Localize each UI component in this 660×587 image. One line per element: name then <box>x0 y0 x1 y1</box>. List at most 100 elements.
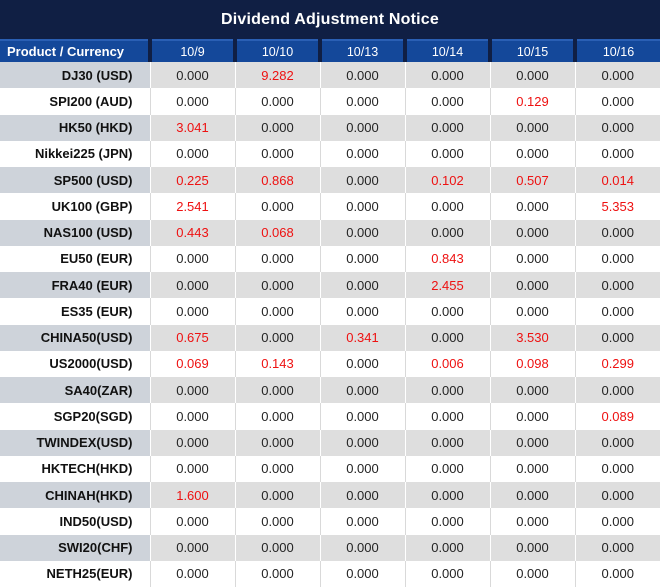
value-cell: 0.000 <box>319 298 405 325</box>
value-cell: 0.000 <box>319 403 405 430</box>
value-cell: 0.000 <box>404 88 490 115</box>
table-row: UK100 (GBP) 2.541 0.000 0.000 0.000 0.00… <box>0 193 660 220</box>
value-cell: 0.000 <box>489 140 575 167</box>
value-cell: 0.000 <box>319 482 405 509</box>
product-cell: HK50 (HKD) <box>0 114 150 141</box>
value-cell: 0.000 <box>489 245 575 272</box>
value-cell: 0.443 <box>149 219 235 246</box>
value-cell: 0.000 <box>574 62 660 89</box>
product-cell: SA40(ZAR) <box>0 377 150 404</box>
value-cell: 0.000 <box>574 508 660 535</box>
value-cell: 0.000 <box>149 272 235 299</box>
table-row: SA40(ZAR) 0.000 0.000 0.000 0.000 0.000 … <box>0 377 660 404</box>
value-cell: 0.868 <box>234 167 320 194</box>
table-row: EU50 (EUR) 0.000 0.000 0.000 0.843 0.000… <box>0 245 660 272</box>
value-cell: 0.000 <box>319 560 405 587</box>
value-cell: 0.000 <box>574 482 660 509</box>
value-cell: 9.282 <box>234 62 320 89</box>
product-cell: EU50 (EUR) <box>0 245 150 272</box>
value-cell: 0.000 <box>149 298 235 325</box>
dividend-table: Product / Currency 10/9 10/10 10/13 10/1… <box>0 39 660 587</box>
value-cell: 0.843 <box>404 245 490 272</box>
value-cell: 0.000 <box>149 140 235 167</box>
product-cell: HKTECH(HKD) <box>0 455 150 482</box>
value-cell: 0.000 <box>319 455 405 482</box>
product-cell: IND50(USD) <box>0 508 150 535</box>
table-row: NETH25(EUR) 0.000 0.000 0.000 0.000 0.00… <box>0 560 660 587</box>
table-row: SPI200 (AUD) 0.000 0.000 0.000 0.000 0.1… <box>0 88 660 115</box>
value-cell: 0.675 <box>149 324 235 351</box>
value-cell: 0.000 <box>404 324 490 351</box>
value-cell: 0.000 <box>234 140 320 167</box>
value-cell: 0.000 <box>149 534 235 561</box>
product-cell: CHINA50(USD) <box>0 324 150 351</box>
value-cell: 0.000 <box>149 429 235 456</box>
value-cell: 3.041 <box>149 114 235 141</box>
value-cell: 0.000 <box>319 245 405 272</box>
value-cell: 0.000 <box>574 377 660 404</box>
value-cell: 2.541 <box>149 193 235 220</box>
value-cell: 0.000 <box>574 560 660 587</box>
value-cell: 0.000 <box>489 298 575 325</box>
value-cell: 0.000 <box>404 534 490 561</box>
value-cell: 0.000 <box>319 377 405 404</box>
value-cell: 0.129 <box>489 88 575 115</box>
table-row: DJ30 (USD) 0.000 9.282 0.000 0.000 0.000… <box>0 62 660 89</box>
value-cell: 0.006 <box>404 350 490 377</box>
value-cell: 0.000 <box>319 62 405 89</box>
value-cell: 0.068 <box>234 219 320 246</box>
product-cell: DJ30 (USD) <box>0 62 150 89</box>
column-header-date-3: 10/13 <box>318 39 405 62</box>
value-cell: 0.000 <box>574 88 660 115</box>
value-cell: 0.000 <box>489 455 575 482</box>
value-cell: 0.000 <box>489 219 575 246</box>
value-cell: 0.000 <box>234 403 320 430</box>
value-cell: 0.000 <box>234 429 320 456</box>
value-cell: 0.000 <box>149 560 235 587</box>
value-cell: 0.000 <box>319 429 405 456</box>
table-header: Product / Currency 10/9 10/10 10/13 10/1… <box>0 39 660 62</box>
value-cell: 0.000 <box>319 193 405 220</box>
value-cell: 0.014 <box>574 167 660 194</box>
column-header-date-1: 10/9 <box>148 39 235 62</box>
value-cell: 0.000 <box>149 245 235 272</box>
value-cell: 0.000 <box>404 429 490 456</box>
value-cell: 0.000 <box>489 62 575 89</box>
value-cell: 0.000 <box>149 377 235 404</box>
value-cell: 0.000 <box>149 403 235 430</box>
value-cell: 0.000 <box>234 272 320 299</box>
value-cell: 0.000 <box>149 455 235 482</box>
table-row: NAS100 (USD) 0.443 0.068 0.000 0.000 0.0… <box>0 219 660 246</box>
title-bar: Dividend Adjustment Notice <box>0 0 660 39</box>
value-cell: 0.000 <box>404 508 490 535</box>
value-cell: 0.000 <box>234 245 320 272</box>
value-cell: 0.000 <box>234 88 320 115</box>
value-cell: 0.000 <box>489 534 575 561</box>
value-cell: 2.455 <box>404 272 490 299</box>
column-header-date-4: 10/14 <box>403 39 490 62</box>
value-cell: 0.000 <box>319 272 405 299</box>
value-cell: 0.000 <box>234 482 320 509</box>
value-cell: 0.000 <box>574 272 660 299</box>
value-cell: 0.000 <box>404 62 490 89</box>
value-cell: 0.000 <box>574 534 660 561</box>
value-cell: 0.000 <box>234 508 320 535</box>
table-row: Nikkei225 (JPN) 0.000 0.000 0.000 0.000 … <box>0 140 660 167</box>
product-cell: FRA40 (EUR) <box>0 272 150 299</box>
value-cell: 0.000 <box>574 298 660 325</box>
product-cell: SWI20(CHF) <box>0 534 150 561</box>
column-header-date-6: 10/16 <box>573 39 660 62</box>
value-cell: 1.600 <box>149 482 235 509</box>
value-cell: 0.000 <box>489 272 575 299</box>
value-cell: 0.000 <box>234 298 320 325</box>
value-cell: 0.000 <box>404 403 490 430</box>
value-cell: 0.000 <box>404 114 490 141</box>
value-cell: 0.000 <box>489 193 575 220</box>
value-cell: 0.000 <box>234 560 320 587</box>
value-cell: 0.000 <box>234 193 320 220</box>
product-cell: SGP20(SGD) <box>0 403 150 430</box>
column-header-date-5: 10/15 <box>488 39 575 62</box>
value-cell: 0.000 <box>149 62 235 89</box>
value-cell: 0.000 <box>574 429 660 456</box>
product-cell: CHINAH(HKD) <box>0 482 150 509</box>
